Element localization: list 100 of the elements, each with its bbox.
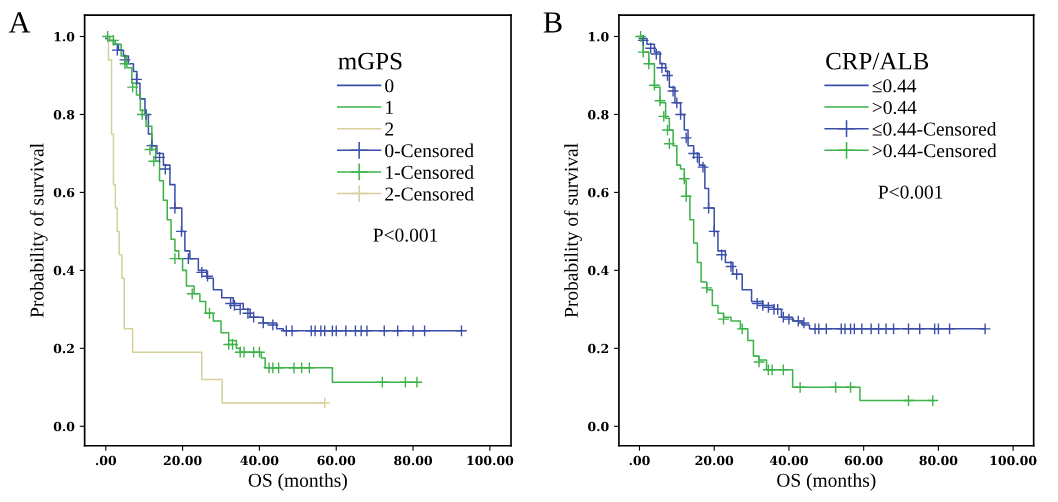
y-axis-title: Probability of survival bbox=[564, 143, 582, 318]
point bbox=[257, 316, 270, 330]
point bbox=[318, 396, 331, 409]
annotation: P<0.001 bbox=[878, 185, 943, 199]
point bbox=[111, 44, 124, 57]
point bbox=[399, 376, 412, 389]
y-tick-label: 0.0 bbox=[588, 421, 609, 432]
point bbox=[168, 252, 181, 265]
point bbox=[168, 201, 181, 215]
point bbox=[794, 381, 807, 394]
point bbox=[702, 201, 715, 215]
point bbox=[285, 324, 299, 337]
point bbox=[655, 61, 668, 74]
x-tick-label: .00 bbox=[629, 455, 650, 466]
point bbox=[182, 252, 195, 265]
point bbox=[667, 84, 680, 98]
point bbox=[406, 324, 420, 337]
point bbox=[756, 299, 769, 312]
point bbox=[887, 322, 900, 335]
annotation: P<0.001 bbox=[373, 228, 438, 242]
y-tick-label: 0.6 bbox=[53, 187, 75, 198]
y-axis-title: Probability of survival bbox=[29, 143, 48, 318]
legend-label: 2-Censored bbox=[385, 186, 474, 201]
point bbox=[680, 190, 693, 203]
point bbox=[118, 57, 132, 70]
point bbox=[653, 94, 667, 107]
point bbox=[777, 311, 790, 324]
point bbox=[143, 143, 157, 156]
point bbox=[926, 394, 939, 407]
point bbox=[186, 287, 199, 300]
point bbox=[642, 57, 655, 70]
point bbox=[360, 324, 374, 337]
point bbox=[175, 225, 188, 238]
x-tick-label: 80.00 bbox=[394, 455, 433, 466]
point bbox=[766, 363, 779, 376]
point bbox=[241, 307, 254, 320]
point bbox=[634, 30, 647, 43]
chart-title: B bbox=[543, 12, 562, 33]
x-tick-label: 60.00 bbox=[317, 455, 356, 466]
point bbox=[797, 316, 810, 330]
point bbox=[678, 172, 691, 185]
point bbox=[378, 324, 391, 337]
y-tick-label: 0.8 bbox=[53, 109, 75, 120]
point bbox=[820, 322, 833, 335]
y-tick-label: 0.6 bbox=[588, 187, 609, 198]
point bbox=[644, 42, 657, 55]
point bbox=[687, 147, 700, 160]
legend-label: 1 bbox=[386, 100, 393, 114]
point bbox=[696, 161, 710, 174]
point bbox=[159, 162, 172, 176]
point bbox=[266, 318, 279, 332]
point bbox=[101, 30, 114, 43]
point bbox=[410, 376, 423, 389]
point bbox=[126, 81, 139, 94]
point bbox=[717, 313, 730, 326]
x-tick-label: 40.00 bbox=[769, 455, 808, 466]
point bbox=[762, 301, 775, 314]
x-tick-label: 40.00 bbox=[240, 455, 279, 466]
y-tick-label: 1.0 bbox=[54, 31, 75, 42]
point bbox=[234, 303, 247, 316]
point bbox=[330, 324, 343, 337]
point bbox=[943, 322, 956, 335]
legend-label: >0.44-Censored bbox=[872, 143, 997, 158]
point bbox=[153, 151, 166, 164]
point bbox=[902, 394, 915, 407]
point bbox=[145, 139, 158, 152]
y-tick-label: 0.2 bbox=[588, 343, 609, 354]
point bbox=[902, 322, 915, 335]
x-tick-label: 100.00 bbox=[990, 455, 1037, 466]
point bbox=[708, 225, 721, 238]
point bbox=[670, 96, 683, 109]
point bbox=[391, 324, 404, 337]
point bbox=[700, 281, 713, 294]
point bbox=[792, 314, 805, 328]
x-tick-label: 20.00 bbox=[163, 455, 202, 466]
point bbox=[674, 108, 687, 121]
point bbox=[130, 73, 143, 86]
point bbox=[637, 46, 650, 59]
legend-label: ≤0.44 bbox=[872, 79, 917, 93]
point bbox=[777, 363, 790, 376]
point bbox=[691, 151, 704, 164]
point bbox=[829, 381, 842, 394]
point bbox=[752, 355, 766, 369]
legend-title: CRP/ALB bbox=[826, 52, 929, 70]
point bbox=[648, 79, 661, 92]
point bbox=[844, 381, 857, 394]
legend-label: 0-Censored bbox=[385, 143, 474, 158]
x-tick-label: 80.00 bbox=[919, 455, 958, 466]
x-tick-label: 20.00 bbox=[695, 455, 734, 466]
y-tick-label: 0.0 bbox=[53, 421, 75, 432]
point bbox=[855, 322, 868, 335]
point bbox=[657, 110, 670, 123]
point bbox=[247, 311, 260, 324]
point bbox=[715, 248, 728, 261]
point bbox=[237, 346, 251, 359]
point bbox=[228, 299, 241, 312]
x-tick-label: .00 bbox=[95, 455, 117, 466]
y-tick-label: 0.4 bbox=[53, 265, 75, 276]
point bbox=[136, 108, 149, 121]
point bbox=[147, 155, 160, 168]
